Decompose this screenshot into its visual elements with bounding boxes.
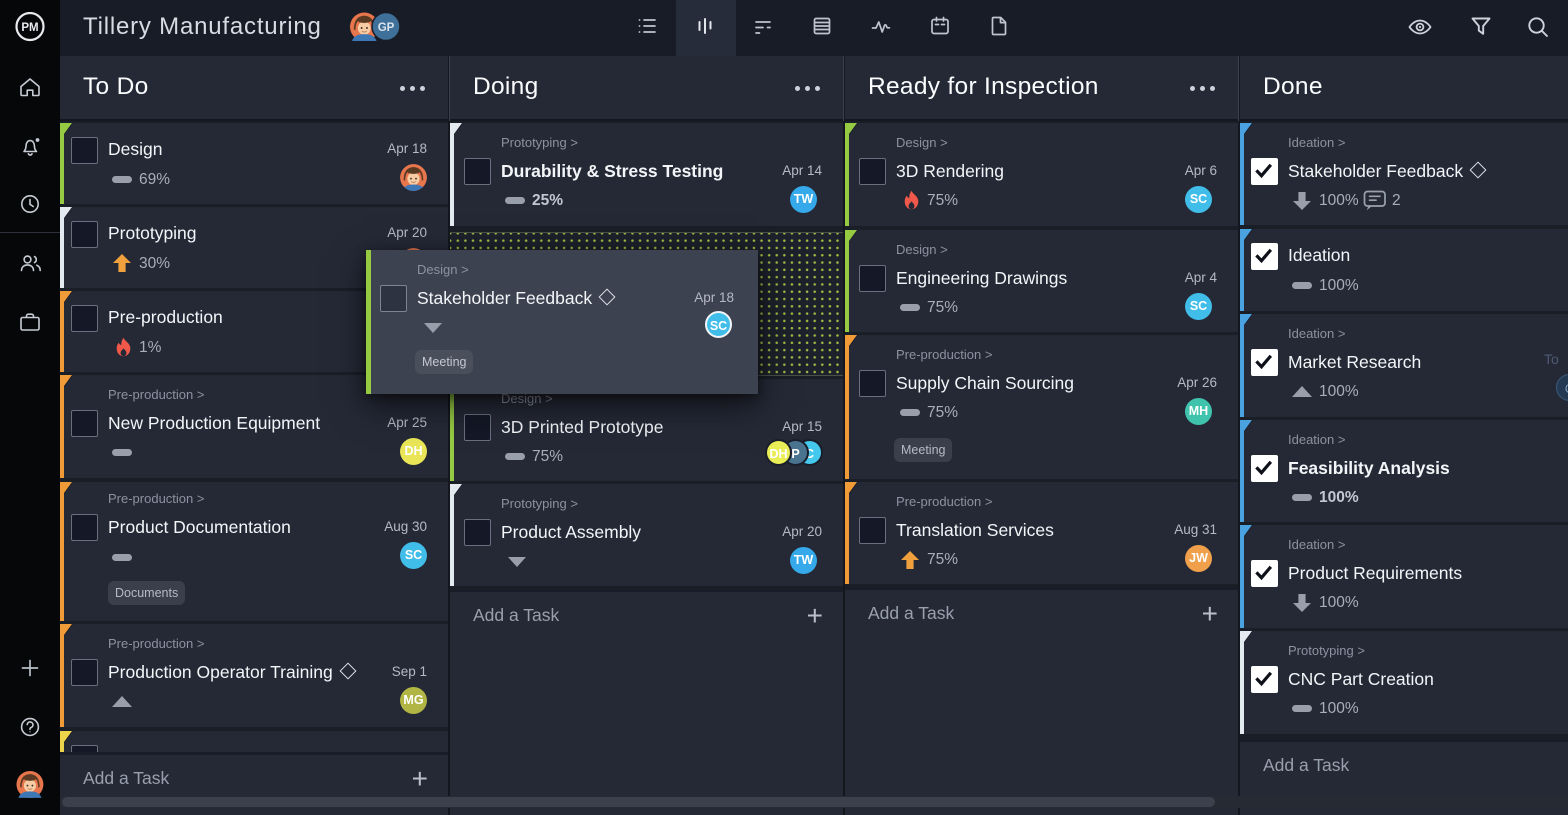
svg-text:PM: PM: [21, 22, 38, 34]
svg-text:GP: GP: [378, 22, 395, 34]
